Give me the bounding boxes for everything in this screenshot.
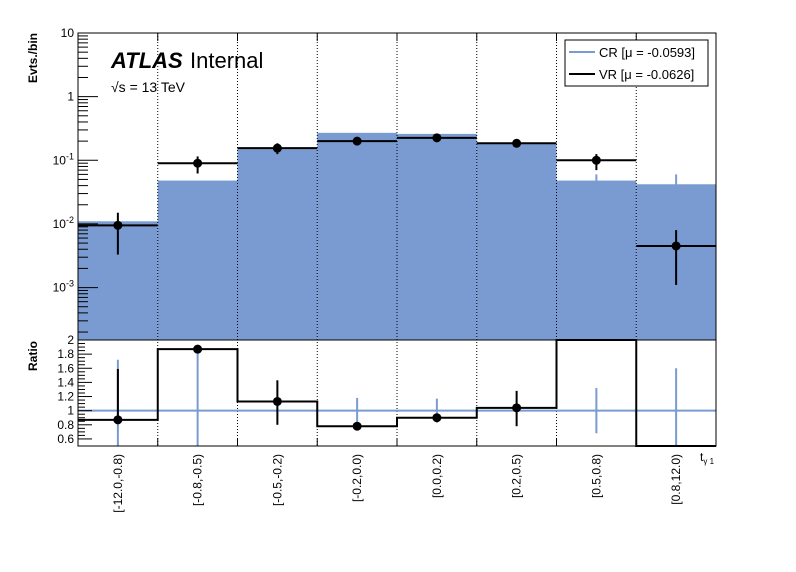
x-category-label: [-0.2,0.0) [350, 454, 364, 502]
ratio-tick-label: 1.4 [57, 375, 74, 389]
vr-ratio-point [352, 421, 362, 431]
main-y-axis-label: Evts./bin [26, 33, 40, 83]
internal-label: Internal [190, 48, 263, 73]
legend-vr-label: VR [μ = -0.0626] [599, 67, 694, 82]
cr-bar [556, 180, 637, 340]
ratio-tick-label: 0.8 [57, 418, 74, 432]
ratio-y-axis-label: Ratio [26, 341, 40, 371]
y-tick-label: 10-3 [53, 279, 74, 295]
y-tick-label: 1 [67, 90, 74, 104]
vr-point [432, 133, 442, 143]
y-tick-label: 10-1 [53, 151, 74, 167]
cr-bar [157, 180, 238, 340]
cr-bar [237, 149, 318, 340]
vr-point [512, 138, 522, 148]
x-category-label: [0.0,0.2) [430, 454, 444, 498]
ratio-panel: 0.60.811.21.41.61.82 [-12.0,-0.8) [-0.8,-0… [57, 333, 717, 513]
ratio-tick-label: 2 [67, 333, 74, 347]
x-category-label: [0.2,0.5) [510, 454, 524, 498]
legend-box [564, 39, 709, 87]
y-tick-label: 10-2 [53, 215, 74, 231]
x-category-label: [-0.8,-0.5) [191, 454, 205, 506]
cr-bar [397, 133, 477, 340]
ratio-tick-label: 1 [67, 404, 74, 418]
vr-ratio-point [272, 396, 282, 406]
x-category-label: [-12.0,-0.8) [111, 454, 125, 513]
ratio-tick-label: 1.2 [57, 390, 74, 404]
cr-bar [476, 142, 557, 340]
atlas-label: ATLAS [110, 48, 183, 73]
vr-ratio-point [432, 413, 442, 423]
x-category-label: [0.5,0.8) [589, 454, 603, 498]
vr-point [671, 241, 681, 251]
ratio-tick-label: 1.8 [57, 347, 74, 361]
legend-cr-label: CR [μ = -0.0593] [599, 45, 695, 60]
y-tick-label: 10 [61, 26, 75, 40]
cr-bar [317, 132, 397, 340]
energy-label: √s = 13 TeV [111, 79, 186, 95]
x-axis-label: tγ 1 [700, 450, 715, 466]
main-panel: 10 1 10-1 10-2 10-3 [53, 26, 717, 446]
vr-point [272, 143, 282, 153]
vr-ratio-point [512, 403, 522, 413]
vr-point [193, 158, 203, 168]
x-category-label: [-0.5,-0.2) [270, 454, 284, 506]
vr-point [591, 155, 601, 165]
ratio-tick-label: 0.6 [57, 432, 74, 446]
vr-point [352, 136, 362, 146]
vr-ratio-point [193, 344, 203, 354]
x-category-label: [0.8,12.0) [669, 454, 683, 505]
legend: CR [μ = -0.0593] VR [μ = -0.0626] [564, 39, 709, 87]
vr-point [113, 220, 123, 230]
ratio-tick-label: 1.6 [57, 361, 74, 375]
vr-ratio-point [113, 415, 123, 425]
